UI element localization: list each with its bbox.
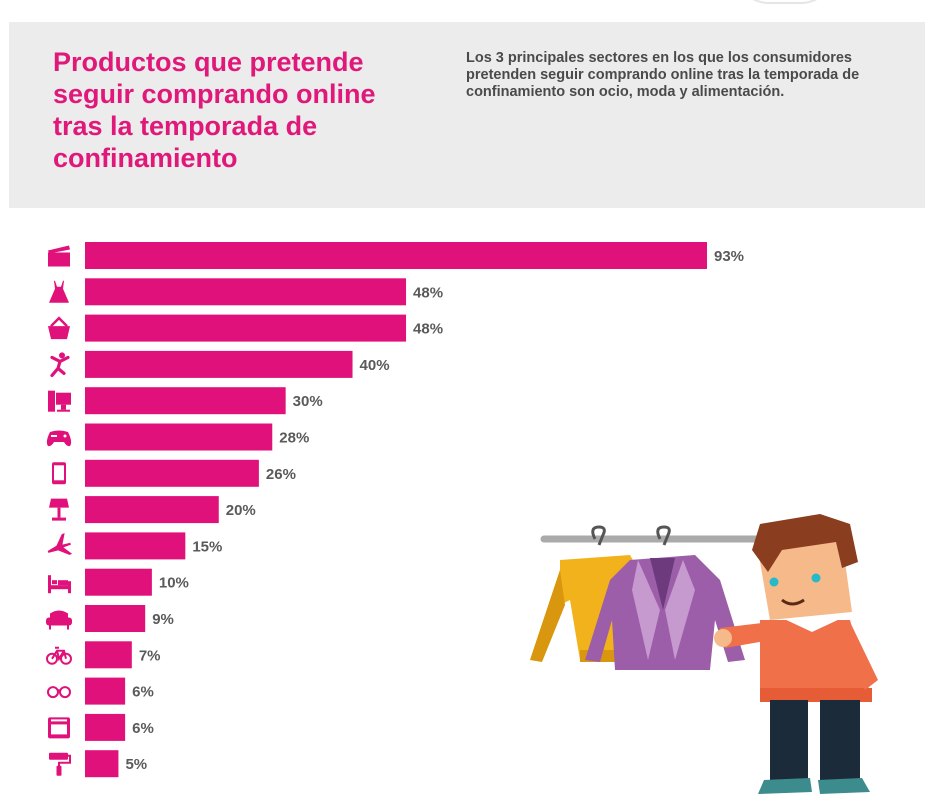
bar-value-label: 5% — [125, 756, 147, 773]
glasses-icon — [47, 686, 71, 699]
bar-3 — [85, 314, 407, 342]
page-title: Productos que pretende seguir comprando … — [53, 47, 376, 173]
bar-value-label: 6% — [132, 720, 154, 737]
gamepad-icon — [46, 430, 72, 447]
bar-value-label: 48% — [413, 321, 443, 338]
bed-icon — [48, 575, 71, 594]
paint-roller-icon — [49, 752, 71, 776]
bar-1 — [85, 242, 707, 269]
bar-11 — [85, 605, 146, 632]
smartphone-icon — [52, 462, 66, 485]
bar-9 — [85, 532, 186, 560]
bar-value-label: 30% — [293, 393, 323, 410]
lamp-icon — [49, 498, 69, 521]
bar-15 — [85, 750, 119, 778]
dress-icon — [49, 280, 69, 303]
bar-7 — [85, 459, 259, 487]
bar-value-label: 9% — [152, 611, 174, 628]
bar-value-label: 40% — [360, 357, 390, 374]
oven-icon — [48, 717, 70, 739]
page-subtitle: Los 3 principales sectores en los que lo… — [466, 50, 860, 100]
bar-10 — [85, 568, 152, 596]
bar-6 — [85, 423, 273, 451]
bar-12 — [85, 641, 132, 669]
bar-value-label: 10% — [159, 575, 189, 592]
bar-chart: 93% 48% 48% 40% 30% 28% 26% 20% 15% 10% 9% 7% 6% 6% 5% — [46, 242, 744, 778]
bar-value-label: 6% — [132, 684, 154, 701]
bar-13 — [85, 677, 126, 705]
bar-5 — [85, 387, 286, 415]
decorative-arc — [735, 0, 835, 4]
shopper-illustration — [530, 514, 878, 794]
bar-value-label: 15% — [192, 538, 222, 555]
computer-icon — [48, 390, 71, 412]
bar-value-label: 28% — [279, 430, 309, 447]
header-panel: Productos que pretende seguir comprando … — [9, 22, 925, 208]
dancer-icon — [50, 352, 70, 378]
bar-2 — [85, 278, 407, 306]
sofa-icon — [46, 610, 72, 630]
basket-icon — [48, 316, 70, 340]
bar-value-label: 20% — [226, 502, 256, 519]
bar-value-label: 48% — [413, 284, 443, 301]
bar-14 — [85, 713, 126, 741]
bar-8 — [85, 496, 219, 524]
bar-value-label: 26% — [266, 466, 296, 483]
airplane-icon — [47, 533, 73, 555]
bar-4 — [85, 350, 353, 378]
clapperboard-icon — [48, 245, 70, 267]
bicycle-icon — [46, 646, 72, 665]
bar-value-label: 93% — [714, 248, 744, 265]
bar-value-label: 7% — [139, 647, 161, 664]
